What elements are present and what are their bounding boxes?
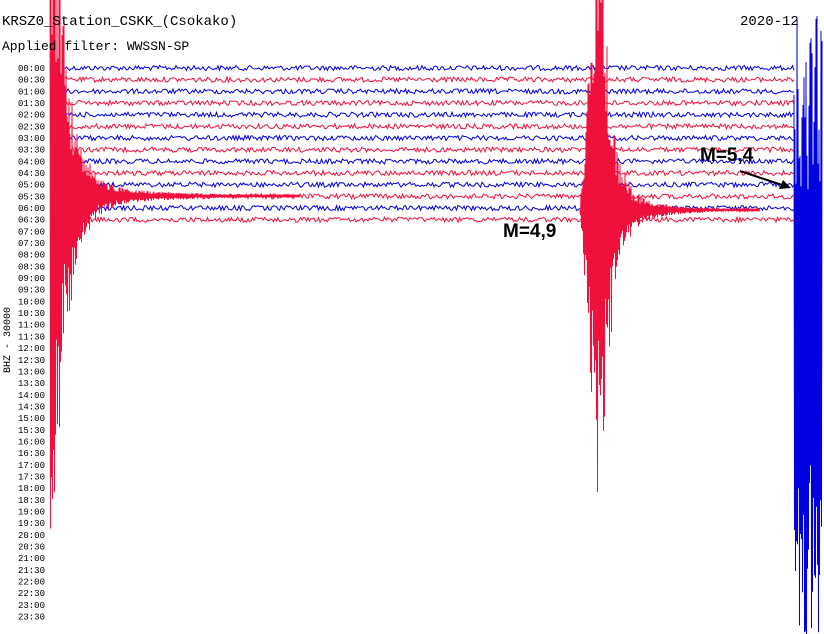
trace [64, 75, 795, 84]
time-label: 18:00 [18, 484, 45, 494]
time-label: 11:30 [18, 332, 45, 342]
time-label: 19:30 [18, 519, 45, 529]
time-label: 04:00 [18, 157, 45, 167]
time-label: 08:30 [18, 262, 45, 272]
time-label: 15:00 [18, 414, 45, 424]
time-label: 18:30 [18, 496, 45, 506]
time-label: 11:00 [18, 321, 45, 331]
time-label: 19:00 [18, 507, 45, 517]
time-label: 15:30 [18, 426, 45, 436]
traces [49, 0, 823, 634]
time-label: 09:30 [18, 286, 45, 296]
time-label: 21:00 [18, 554, 45, 564]
trace [64, 110, 795, 119]
time-label: 23:00 [18, 601, 45, 611]
time-label: 21:30 [18, 566, 45, 576]
trace [64, 134, 795, 142]
time-label: 12:30 [18, 356, 45, 366]
trace [64, 192, 795, 201]
time-label: 12:00 [18, 344, 45, 354]
time-label: 10:30 [18, 309, 45, 319]
time-label: 01:00 [18, 87, 45, 97]
time-label: 14:00 [18, 391, 45, 401]
trace [64, 122, 795, 131]
time-label: 13:30 [18, 379, 45, 389]
trace [64, 169, 795, 178]
time-label: 09:00 [18, 274, 45, 284]
event [793, 16, 823, 634]
arrow [739, 170, 791, 189]
time-label: 14:30 [18, 402, 45, 412]
time-label: 17:30 [18, 472, 45, 482]
time-label: 06:00 [18, 204, 45, 214]
time-label: 16:00 [18, 437, 45, 447]
time-label: 01:30 [18, 99, 45, 109]
filter: Applied filter: WWSSN-SP [2, 39, 189, 54]
time-label: 10:00 [18, 297, 45, 307]
time-label: 00:30 [18, 76, 45, 86]
event [49, 0, 301, 529]
time-label: 03:30 [18, 146, 45, 156]
time-label: 05:30 [18, 192, 45, 202]
time-label: 20:30 [18, 542, 45, 552]
time-label: 02:30 [18, 122, 45, 132]
trace [64, 157, 795, 166]
axis-label: BHZ - 30000 [3, 307, 14, 373]
time-label: 16:30 [18, 449, 45, 459]
trace [64, 64, 795, 72]
time-label: 03:00 [18, 134, 45, 144]
time-label: 22:30 [18, 589, 45, 599]
date: 2020-12 [740, 14, 799, 30]
time-label: 07:30 [18, 239, 45, 249]
trace [64, 145, 795, 154]
time-label: 06:30 [18, 216, 45, 226]
trace [65, 215, 795, 224]
time-label: 00:00 [18, 64, 45, 74]
time-label: 02:00 [18, 111, 45, 121]
trace [64, 87, 795, 96]
time-label: 22:00 [18, 577, 45, 587]
trace [64, 180, 795, 189]
time-label: 05:00 [18, 181, 45, 191]
title: KRSZ0_Station_CSKK_(Csokako) [2, 14, 237, 30]
event [579, 0, 761, 492]
trace [64, 98, 795, 107]
time-label: 17:00 [18, 461, 45, 471]
time-label: 08:00 [18, 251, 45, 261]
time-label: 04:30 [18, 169, 45, 179]
annotation: M=4,9 [503, 221, 556, 242]
time-label: 20:00 [18, 531, 45, 541]
time-label: 07:00 [18, 227, 45, 237]
time-label: 23:30 [18, 612, 45, 622]
time-label: 13:00 [18, 367, 45, 377]
annotation: M=5,4 [700, 145, 754, 166]
